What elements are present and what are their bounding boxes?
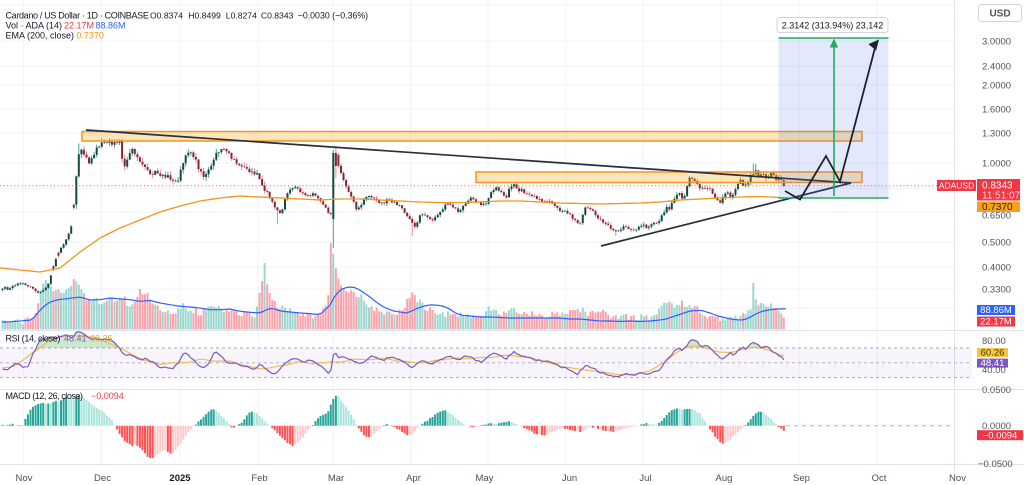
svg-text:22.17M: 22.17M bbox=[980, 317, 1012, 328]
svg-text:−0.0094: −0.0094 bbox=[91, 391, 124, 401]
svg-text:H0.8499: H0.8499 bbox=[188, 11, 221, 21]
svg-text:May: May bbox=[476, 473, 494, 484]
svg-text:RSI (14, close): RSI (14, close) bbox=[6, 334, 61, 344]
svg-text:0.8343: 0.8343 bbox=[982, 181, 1013, 192]
svg-text:48.41: 48.41 bbox=[981, 358, 1005, 369]
svg-text:2.4000: 2.4000 bbox=[982, 62, 1011, 73]
svg-text:0.6500: 0.6500 bbox=[982, 211, 1011, 222]
svg-text:Aug: Aug bbox=[716, 473, 733, 484]
svg-text:Nov: Nov bbox=[16, 473, 33, 484]
svg-text:ADAUSD: ADAUSD bbox=[939, 181, 974, 191]
svg-text:−0.0030 (−0.36%): −0.0030 (−0.36%) bbox=[298, 11, 368, 21]
svg-text:MACD (12, 26, close): MACD (12, 26, close) bbox=[6, 391, 83, 401]
svg-text:2.3142 (313.94%) 23,142: 2.3142 (313.94%) 23,142 bbox=[782, 21, 884, 31]
svg-text:1.6000: 1.6000 bbox=[982, 105, 1011, 116]
svg-text:11:51:07: 11:51:07 bbox=[982, 191, 1021, 202]
svg-text:48.41: 48.41 bbox=[64, 334, 87, 344]
svg-text:Dec: Dec bbox=[94, 473, 111, 484]
svg-text:80.00: 80.00 bbox=[982, 336, 1006, 347]
svg-text:L0.8274: L0.8274 bbox=[226, 11, 257, 21]
svg-text:2025: 2025 bbox=[169, 473, 191, 484]
svg-text:USD: USD bbox=[989, 9, 1010, 20]
svg-text:Vol · ADA (14): Vol · ADA (14) bbox=[6, 20, 63, 30]
svg-text:0.3300: 0.3300 bbox=[982, 285, 1011, 296]
svg-text:Apr: Apr bbox=[406, 473, 421, 484]
svg-text:0.7370: 0.7370 bbox=[982, 202, 1013, 213]
svg-text:Jun: Jun bbox=[562, 473, 577, 484]
svg-text:22.17M: 22.17M bbox=[64, 20, 94, 30]
svg-text:−0.0094: −0.0094 bbox=[983, 430, 1018, 441]
svg-text:1.3000: 1.3000 bbox=[982, 129, 1011, 140]
svg-text:1.0000: 1.0000 bbox=[982, 159, 1011, 170]
svg-text:0.4000: 0.4000 bbox=[982, 263, 1011, 274]
svg-text:40.00: 40.00 bbox=[982, 365, 1006, 376]
svg-text:0.7370: 0.7370 bbox=[76, 30, 104, 40]
svg-text:Mar: Mar bbox=[328, 473, 344, 484]
svg-text:60.26: 60.26 bbox=[981, 348, 1005, 359]
svg-text:88.86M: 88.86M bbox=[96, 20, 126, 30]
svg-text:Nov: Nov bbox=[949, 473, 966, 484]
svg-text:0.0500: 0.0500 bbox=[982, 385, 1011, 396]
svg-text:Oct: Oct bbox=[872, 473, 887, 484]
svg-text:Cardano / US Dollar · 1D · COI: Cardano / US Dollar · 1D · COINBASE bbox=[6, 11, 149, 21]
svg-text:3.0000: 3.0000 bbox=[982, 37, 1011, 48]
svg-text:0.0000: 0.0000 bbox=[982, 421, 1011, 432]
svg-text:Jul: Jul bbox=[639, 473, 651, 484]
svg-text:2.0000: 2.0000 bbox=[982, 81, 1011, 92]
svg-text:Sep: Sep bbox=[793, 473, 810, 484]
svg-text:0.5000: 0.5000 bbox=[982, 238, 1011, 249]
svg-text:Feb: Feb bbox=[251, 473, 267, 484]
svg-text:C0.8343: C0.8343 bbox=[261, 11, 294, 21]
svg-text:60.26: 60.26 bbox=[90, 334, 113, 344]
svg-text:O0.8374: O0.8374 bbox=[150, 11, 183, 21]
svg-text:88.86M: 88.86M bbox=[980, 305, 1012, 316]
svg-text:−0.0500: −0.0500 bbox=[978, 459, 1013, 470]
svg-text:EMA (200, close): EMA (200, close) bbox=[6, 30, 75, 40]
